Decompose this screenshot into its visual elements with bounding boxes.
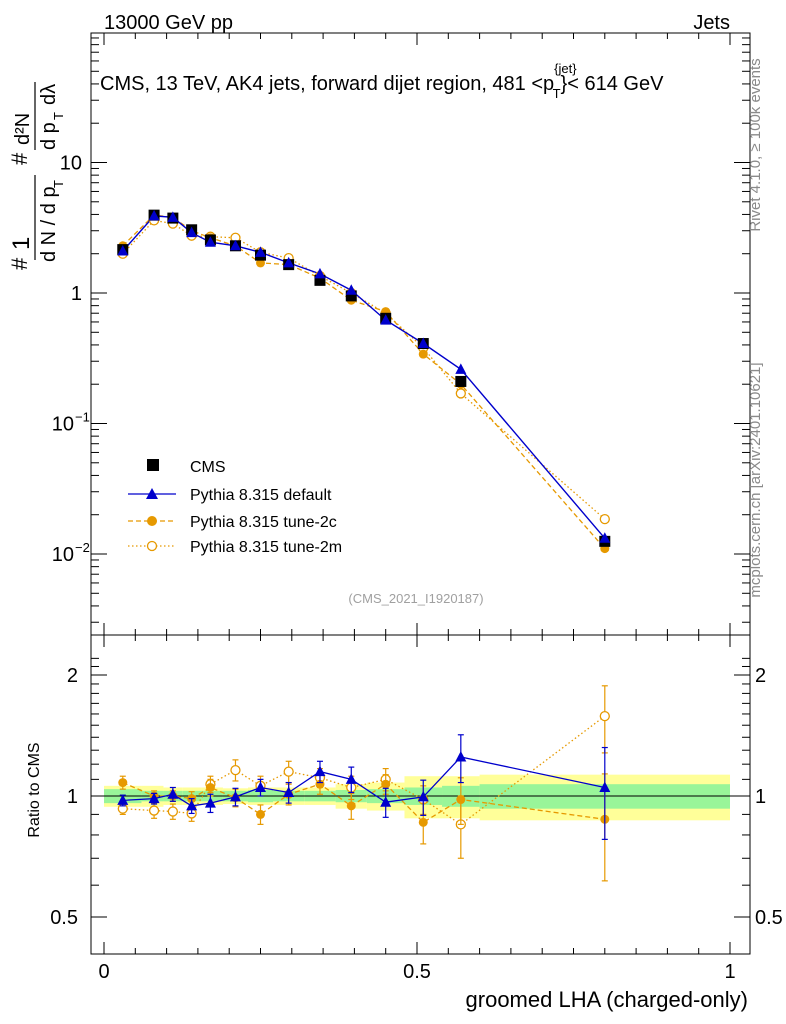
tune2c-ratio-point (205, 782, 215, 792)
plot-title-suffix: }< 614 GeV (561, 73, 665, 95)
svg-text:#: # (7, 152, 32, 165)
default-ratio-point (186, 799, 198, 811)
default-point (148, 209, 160, 221)
tune2m-point (599, 513, 610, 525)
legend-default-label: Pythia 8.315 default (190, 487, 332, 504)
svg-text:d²N: d²N (12, 113, 34, 145)
default-ratio-point (380, 796, 392, 807)
ratio-axis-label: Ratio to CMS (26, 742, 43, 837)
process-label: Jets (693, 12, 730, 34)
default-ratio-point (117, 794, 129, 805)
tune2m-point (455, 388, 466, 399)
default-ratio-point (283, 786, 295, 798)
y-axis-label: # 1 d N / d p T # d²N d p T dλ (7, 82, 66, 270)
plot-title-prefix: CMS, 13 TeV, AK4 jets, forward dijet reg… (100, 73, 554, 95)
default-point (167, 211, 179, 222)
y-tick-label-exponent: −1 (75, 410, 90, 425)
default-ratio-point (455, 751, 467, 762)
ratio-y-tick-label-right: 1 (755, 786, 766, 808)
legend-tune2m-marker (146, 540, 158, 552)
default-point (229, 239, 241, 251)
default-ratio-point (255, 781, 266, 792)
legend-default-marker (146, 488, 158, 499)
default-ratio-point (229, 790, 241, 802)
default-point (455, 363, 467, 374)
default-point (117, 244, 129, 256)
cms-point (345, 290, 357, 302)
tune2c-ratio-point (381, 779, 391, 789)
plot-title: CMS, 13 TeV, AK4 jets, forward dijet reg… (100, 61, 664, 101)
tune2m-ratio-point (148, 805, 160, 816)
tune2m-ratio-point (599, 710, 610, 722)
cms-point (314, 274, 326, 286)
tune2c-ratio-point (315, 779, 325, 789)
default-point (380, 314, 392, 325)
y-tick-label: 1 (71, 283, 82, 305)
default-ratio-point (599, 781, 611, 792)
ratio-plot-frame (90, 634, 751, 955)
default-ratio-point (417, 790, 429, 802)
legend-tune2m-label: Pythia 8.315 tune-2m (190, 539, 342, 556)
tune2c-ratio-point (118, 778, 128, 788)
ratio-y-tick-label-right: 0.5 (755, 907, 783, 929)
tune2c-point (418, 349, 428, 359)
tune2c-ratio-point (418, 817, 428, 827)
ratio-y-tick-label: 0.5 (50, 907, 78, 929)
tune2m-ratio-point (230, 764, 241, 776)
y-tick-label: 10 (52, 544, 74, 566)
tune2m-ratio-point (283, 766, 294, 777)
default-ratio-point (314, 765, 326, 777)
default-point (599, 532, 611, 543)
plot-title-sup: {jet} (554, 61, 577, 76)
svg-text:#: # (7, 257, 32, 270)
tune2c-point (256, 258, 265, 268)
svg-text:T: T (51, 180, 66, 188)
plot-title-sub: T (553, 86, 561, 101)
x-axis-label: groomed LHA (charged-only) (466, 987, 748, 1012)
legend: CMS Pythia 8.315 default Pythia 8.315 tu… (128, 459, 342, 556)
legend-cms-label: CMS (190, 459, 226, 476)
svg-text:1: 1 (8, 237, 35, 250)
ratio-y-tick-label-right: 2 (755, 665, 766, 687)
mcplots-label: mcplots.cern.ch [arXiv:2401.10621] (747, 362, 764, 597)
svg-text:d N / d p: d N / d p (38, 186, 60, 262)
tune2c-ratio-line (122, 782, 605, 824)
svg-text:T: T (51, 112, 66, 120)
x-tick-label: 0 (98, 961, 109, 983)
y-tick-label: 10 (52, 414, 74, 436)
default-point (345, 284, 357, 295)
x-tick-label: 1 (724, 961, 735, 983)
x-tick-label: 0.5 (403, 961, 431, 983)
svg-text:dλ: dλ (38, 84, 60, 105)
default-point (255, 246, 266, 257)
cms-point (455, 375, 467, 387)
default-point (204, 236, 216, 247)
default-point (417, 337, 429, 349)
ratio-y-tick-label: 1 (67, 786, 78, 808)
ratio-y-tick-label: 2 (67, 665, 78, 687)
default-point (314, 267, 326, 279)
collision-label: 13000 GeV pp (104, 12, 233, 34)
rivet-version-label: Rivet 4.1.0, ≥ 100k events (747, 58, 764, 231)
analysis-id: (CMS_2021_I1920187) (348, 591, 483, 606)
tune2c-ratio-point (346, 801, 356, 811)
default-point (283, 256, 295, 268)
y-tick-label: 10 (60, 153, 82, 175)
legend-tune2c-label: Pythia 8.315 tune-2c (190, 514, 337, 531)
svg-text:d p: d p (38, 122, 60, 150)
default-ratio-point (345, 773, 357, 784)
tune2c-ratio-point (256, 809, 265, 819)
y-tick-label-exponent: −2 (75, 540, 90, 555)
default-point (186, 226, 198, 238)
default-ratio-point (204, 797, 216, 808)
tune2m-ratio-point (167, 806, 179, 817)
legend-tune2c-marker (147, 516, 157, 526)
default-ratio-point (148, 792, 160, 804)
legend-cms-marker (147, 459, 159, 471)
tune2c-ratio-point (456, 795, 466, 805)
default-ratio-point (167, 788, 179, 799)
